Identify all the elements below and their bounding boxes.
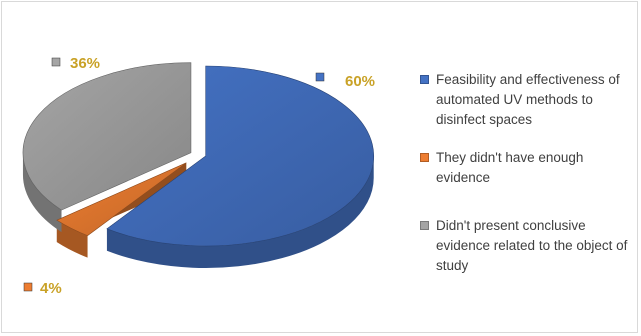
pie-side-not-enough-evidence xyxy=(56,220,88,258)
pie-slice-not-enough-evidence xyxy=(56,162,187,236)
legend-label-not-enough-evidence: They didn't have enough evidence xyxy=(436,150,584,185)
legend-item-inconclusive: Didn't present conclusive evidence relat… xyxy=(420,216,635,276)
legend-label-feasibility: Feasibility and effectiveness of automat… xyxy=(436,72,620,127)
legend-item-feasibility: Feasibility and effectiveness of automat… xyxy=(420,70,635,130)
legend-swatch-inconclusive xyxy=(420,221,429,230)
pie-slice-feasibility xyxy=(106,65,374,247)
legend-label-inconclusive: Didn't present conclusive evidence relat… xyxy=(436,218,628,273)
pie-slice-inconclusive xyxy=(22,62,192,211)
data-label-not-enough-evidence: 4% xyxy=(40,280,62,297)
legend-swatch-feasibility xyxy=(420,75,429,84)
legend: Feasibility and effectiveness of automat… xyxy=(420,70,635,294)
data-label-inconclusive: 36% xyxy=(70,55,100,72)
data-label-marker-not-enough-evidence xyxy=(23,282,33,292)
data-label-marker-inconclusive xyxy=(51,57,61,67)
legend-swatch-not-enough-evidence xyxy=(420,153,429,162)
data-label-feasibility: 60% xyxy=(345,73,375,90)
data-label-marker-feasibility xyxy=(315,72,325,82)
pie-side-feasibility xyxy=(106,155,374,268)
legend-item-not-enough-evidence: They didn't have enough evidence xyxy=(420,148,635,188)
pie-side-inconclusive xyxy=(22,152,62,233)
